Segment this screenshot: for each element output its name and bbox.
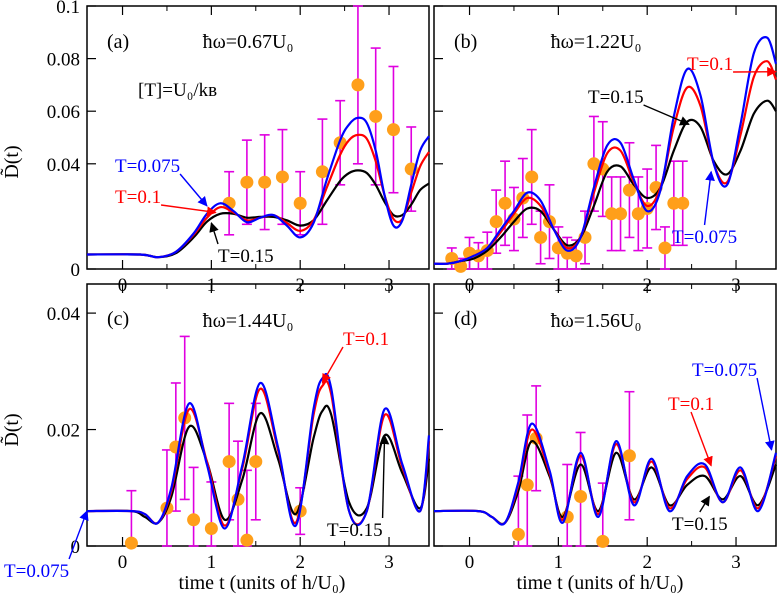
panel-title: ħω=1.44U₀ [203,310,294,332]
series-line-T-0-15 [86,169,430,259]
series-line-T-0-075 [86,372,431,530]
ylabel-top: D̃(t) [0,145,23,178]
x-tick-label: 0 [465,552,475,573]
xlabel-right: time t (units of h/U₀) [517,572,684,594]
data-point [386,123,400,137]
annotation-label: T=0.075 [115,156,180,177]
panel-c: 0 1 2 3 0 0.02 0.04 (c) ħω=1.44U₀ T=0.1 T=0.15 T=0.… [4,283,431,582]
annotation-arrow [690,411,713,467]
data-point [124,536,138,550]
data-point [240,175,254,189]
ylabel-bottom: D̃(t) [0,413,23,446]
annotation-arrow [643,104,690,126]
data-point [351,78,365,92]
plot-frame [86,283,430,547]
data-point [258,175,272,189]
series-line-T-0-075 [433,36,778,266]
data-point [511,527,525,541]
panel-title: ħω=1.56U₀ [551,310,642,332]
x-tick-label: 3 [384,552,394,573]
annotation-label: T=0.075 [692,360,757,381]
data-point [574,490,588,504]
series-line-T-0-075 [86,116,430,259]
data-point [315,165,329,179]
data-point [187,513,201,527]
annotation-label: T=0.1 [687,54,733,75]
data-point [569,249,583,263]
data-point [240,533,254,547]
annotation-label: T=0.15 [218,246,274,267]
data-point [622,183,636,197]
annotation-label: T=0.1 [343,329,389,350]
data-point [249,455,263,469]
panel-label: (d) [454,308,477,330]
series-line-T-0-15 [433,99,777,266]
y-tick-label: 0.04 [47,155,81,176]
x-tick-label: 0 [118,552,128,573]
xlabel-left: time t (units of h/U₀) [179,572,346,594]
annotation-arrow [179,173,208,207]
data-point [275,170,289,184]
data-point [369,109,383,123]
panel-label: (a) [107,31,129,53]
annotation-arrow [321,346,344,384]
annotation-arrow [703,170,715,226]
panel-a: 012300.040.060.080.1(a)ħω=0.67U₀T=0.075T… [47,0,430,296]
panel-title: ħω=1.22U₀ [551,31,642,53]
annotation-arrow [209,222,219,245]
annotation-arrow [756,377,775,451]
annotation-label: T=0.15 [327,520,383,541]
data-point [622,449,636,463]
data-point [676,196,690,210]
y-tick-label: 0 [71,260,81,281]
annotation-label: [T]=U₀/kʙ [138,80,217,101]
panel-label: (b) [454,31,477,53]
data-point [293,196,307,210]
annotation-arrow [160,204,217,217]
annotation-label: T=0.075 [4,561,69,582]
x-tick-label: 3 [731,552,741,573]
data-point [489,215,503,229]
data-point [596,534,610,548]
annotation-label: T=0.15 [672,514,728,535]
y-tick-label: 0.06 [47,102,80,123]
data-point [520,478,534,492]
annotation-label: T=0.15 [588,87,644,108]
data-point [667,196,681,210]
panel-title: ħω=0.67U₀ [203,31,294,53]
x-tick-label: 2 [295,552,305,573]
data-point [605,207,619,221]
data-point [204,522,218,536]
panel-label: (c) [107,308,129,330]
panel-d: 0 1 2 3 (d) ħω=1.56U₀ T=0.075 T=0.1 T=0.15 [433,283,778,573]
y-tick-label: 0 [71,537,81,558]
annotation-label: T=0.1 [115,187,161,208]
annotation-label: T=0.1 [668,394,714,415]
y-tick-label: 0.1 [56,0,80,18]
annotation-arrow [379,434,390,519]
annotation-arrow [68,510,89,560]
series-line-T-0-1 [433,428,778,526]
y-tick-label: 0.02 [47,421,80,442]
annotation-label: T=0.075 [672,227,737,248]
data-point [525,170,539,184]
x-tick-label: 1 [207,552,217,573]
plot-frame [433,5,777,270]
data-point [454,259,468,273]
x-tick-label: 2 [642,552,652,573]
y-tick-label: 0.04 [47,304,81,325]
data-point [658,241,672,255]
data-point [534,230,548,244]
y-tick-label: 0.08 [47,50,80,71]
data-point [614,207,628,221]
data-point [222,455,236,469]
data-point [498,196,512,210]
annotation-arrow [699,495,710,513]
series-line-T-0-075 [433,422,778,526]
x-tick-label: 1 [554,552,564,573]
